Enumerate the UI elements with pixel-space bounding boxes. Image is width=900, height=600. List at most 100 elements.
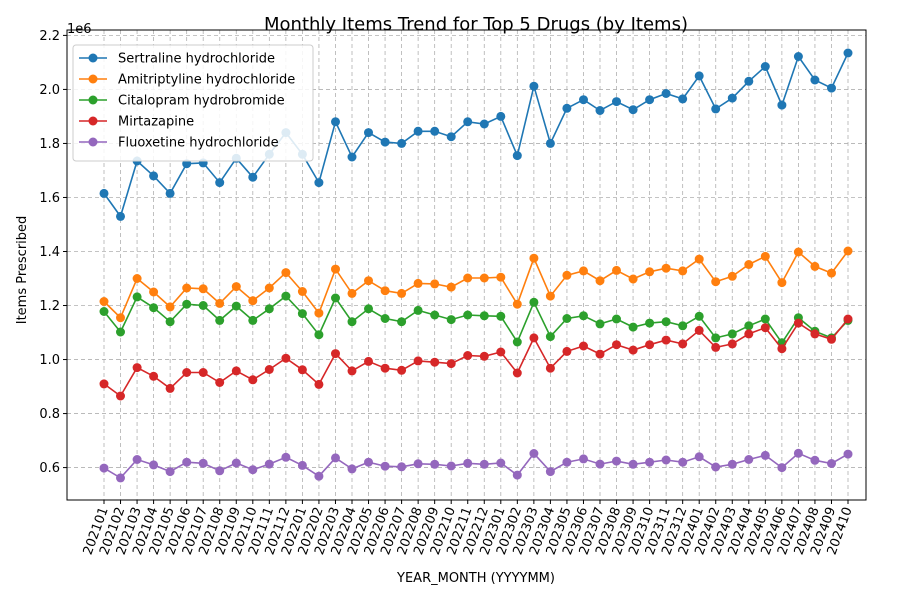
y-tick-label: 1.2 [39,299,60,314]
data-point [479,119,489,129]
series-1 [99,246,853,323]
x-axis-label: YEAR_MONTH (YYYYMM) [396,571,555,586]
data-point [545,332,555,342]
data-point [562,314,572,323]
legend-label: Fluoxetine hydrochloride [118,136,279,151]
data-point [645,340,655,350]
data-point [612,97,621,107]
data-point [331,264,340,274]
data-point [231,282,241,292]
data-point [380,461,390,471]
data-point [645,318,655,328]
data-point [711,104,721,114]
data-point [182,368,192,377]
data-point [595,459,605,469]
data-point [496,111,506,121]
data-point [347,288,357,298]
data-point [182,283,192,293]
data-point [446,315,456,325]
data-point [314,379,324,389]
data-point [579,454,588,464]
data-point [496,347,506,357]
data-point [827,83,836,93]
data-point [132,363,142,373]
data-point [314,178,324,188]
data-point [793,448,803,458]
y-tick-label: 2.2 [39,29,60,44]
data-point [380,363,390,373]
data-point [397,365,407,375]
data-point [364,276,373,286]
data-point [562,457,572,467]
data-point [628,274,638,284]
data-point [397,138,407,148]
data-point [529,333,539,343]
data-point [529,81,539,91]
y-tick-label: 1.0 [39,353,60,368]
data-point [760,323,770,333]
data-point [827,459,836,468]
data-point [116,327,125,337]
legend-marker [88,95,98,105]
data-point [793,52,803,61]
data-point [99,463,109,473]
data-point [297,309,307,319]
data-point [397,288,407,298]
data-point [380,286,390,296]
data-point [694,254,704,264]
data-point [628,459,638,469]
data-point [297,287,307,296]
data-point [479,273,489,283]
legend-marker [88,116,98,126]
data-point [264,304,274,314]
data-point [496,458,506,468]
legend-label: Sertraline hydrochloride [118,52,275,67]
data-point [744,329,754,339]
data-point [248,296,258,306]
data-point [595,319,605,329]
data-point [116,473,125,483]
data-point [612,314,621,324]
data-point [579,311,588,321]
data-point [661,263,671,273]
data-point [446,359,456,369]
data-point [215,178,225,188]
data-point [512,368,522,378]
data-point [810,75,820,85]
data-point [760,450,770,460]
data-point [430,310,440,320]
data-point [744,260,754,269]
data-point [678,266,688,276]
data-point [314,308,324,318]
data-point [281,353,291,363]
data-point [165,467,175,477]
series-4 [99,448,853,483]
data-point [215,378,225,387]
data-point [264,459,274,469]
data-point [661,317,671,327]
data-point [645,457,655,467]
data-point [612,456,621,466]
data-point [413,126,423,136]
data-point [397,462,407,472]
data-point [463,117,473,127]
data-point [661,455,671,465]
data-point [711,462,721,472]
data-point [364,356,373,366]
data-point [545,363,555,373]
data-point [215,466,225,476]
data-point [99,307,109,316]
data-point [463,351,473,360]
data-point [711,277,721,287]
data-point [413,356,423,366]
y-tick-label: 1.4 [39,245,60,260]
data-point [165,302,175,312]
data-point [231,458,241,468]
data-point [628,345,638,355]
data-point [149,371,159,381]
y-tick-label: 2.0 [39,83,60,98]
data-point [380,314,390,323]
legend-label: Amitriptyline hydrochloride [118,73,295,88]
data-point [595,276,605,286]
